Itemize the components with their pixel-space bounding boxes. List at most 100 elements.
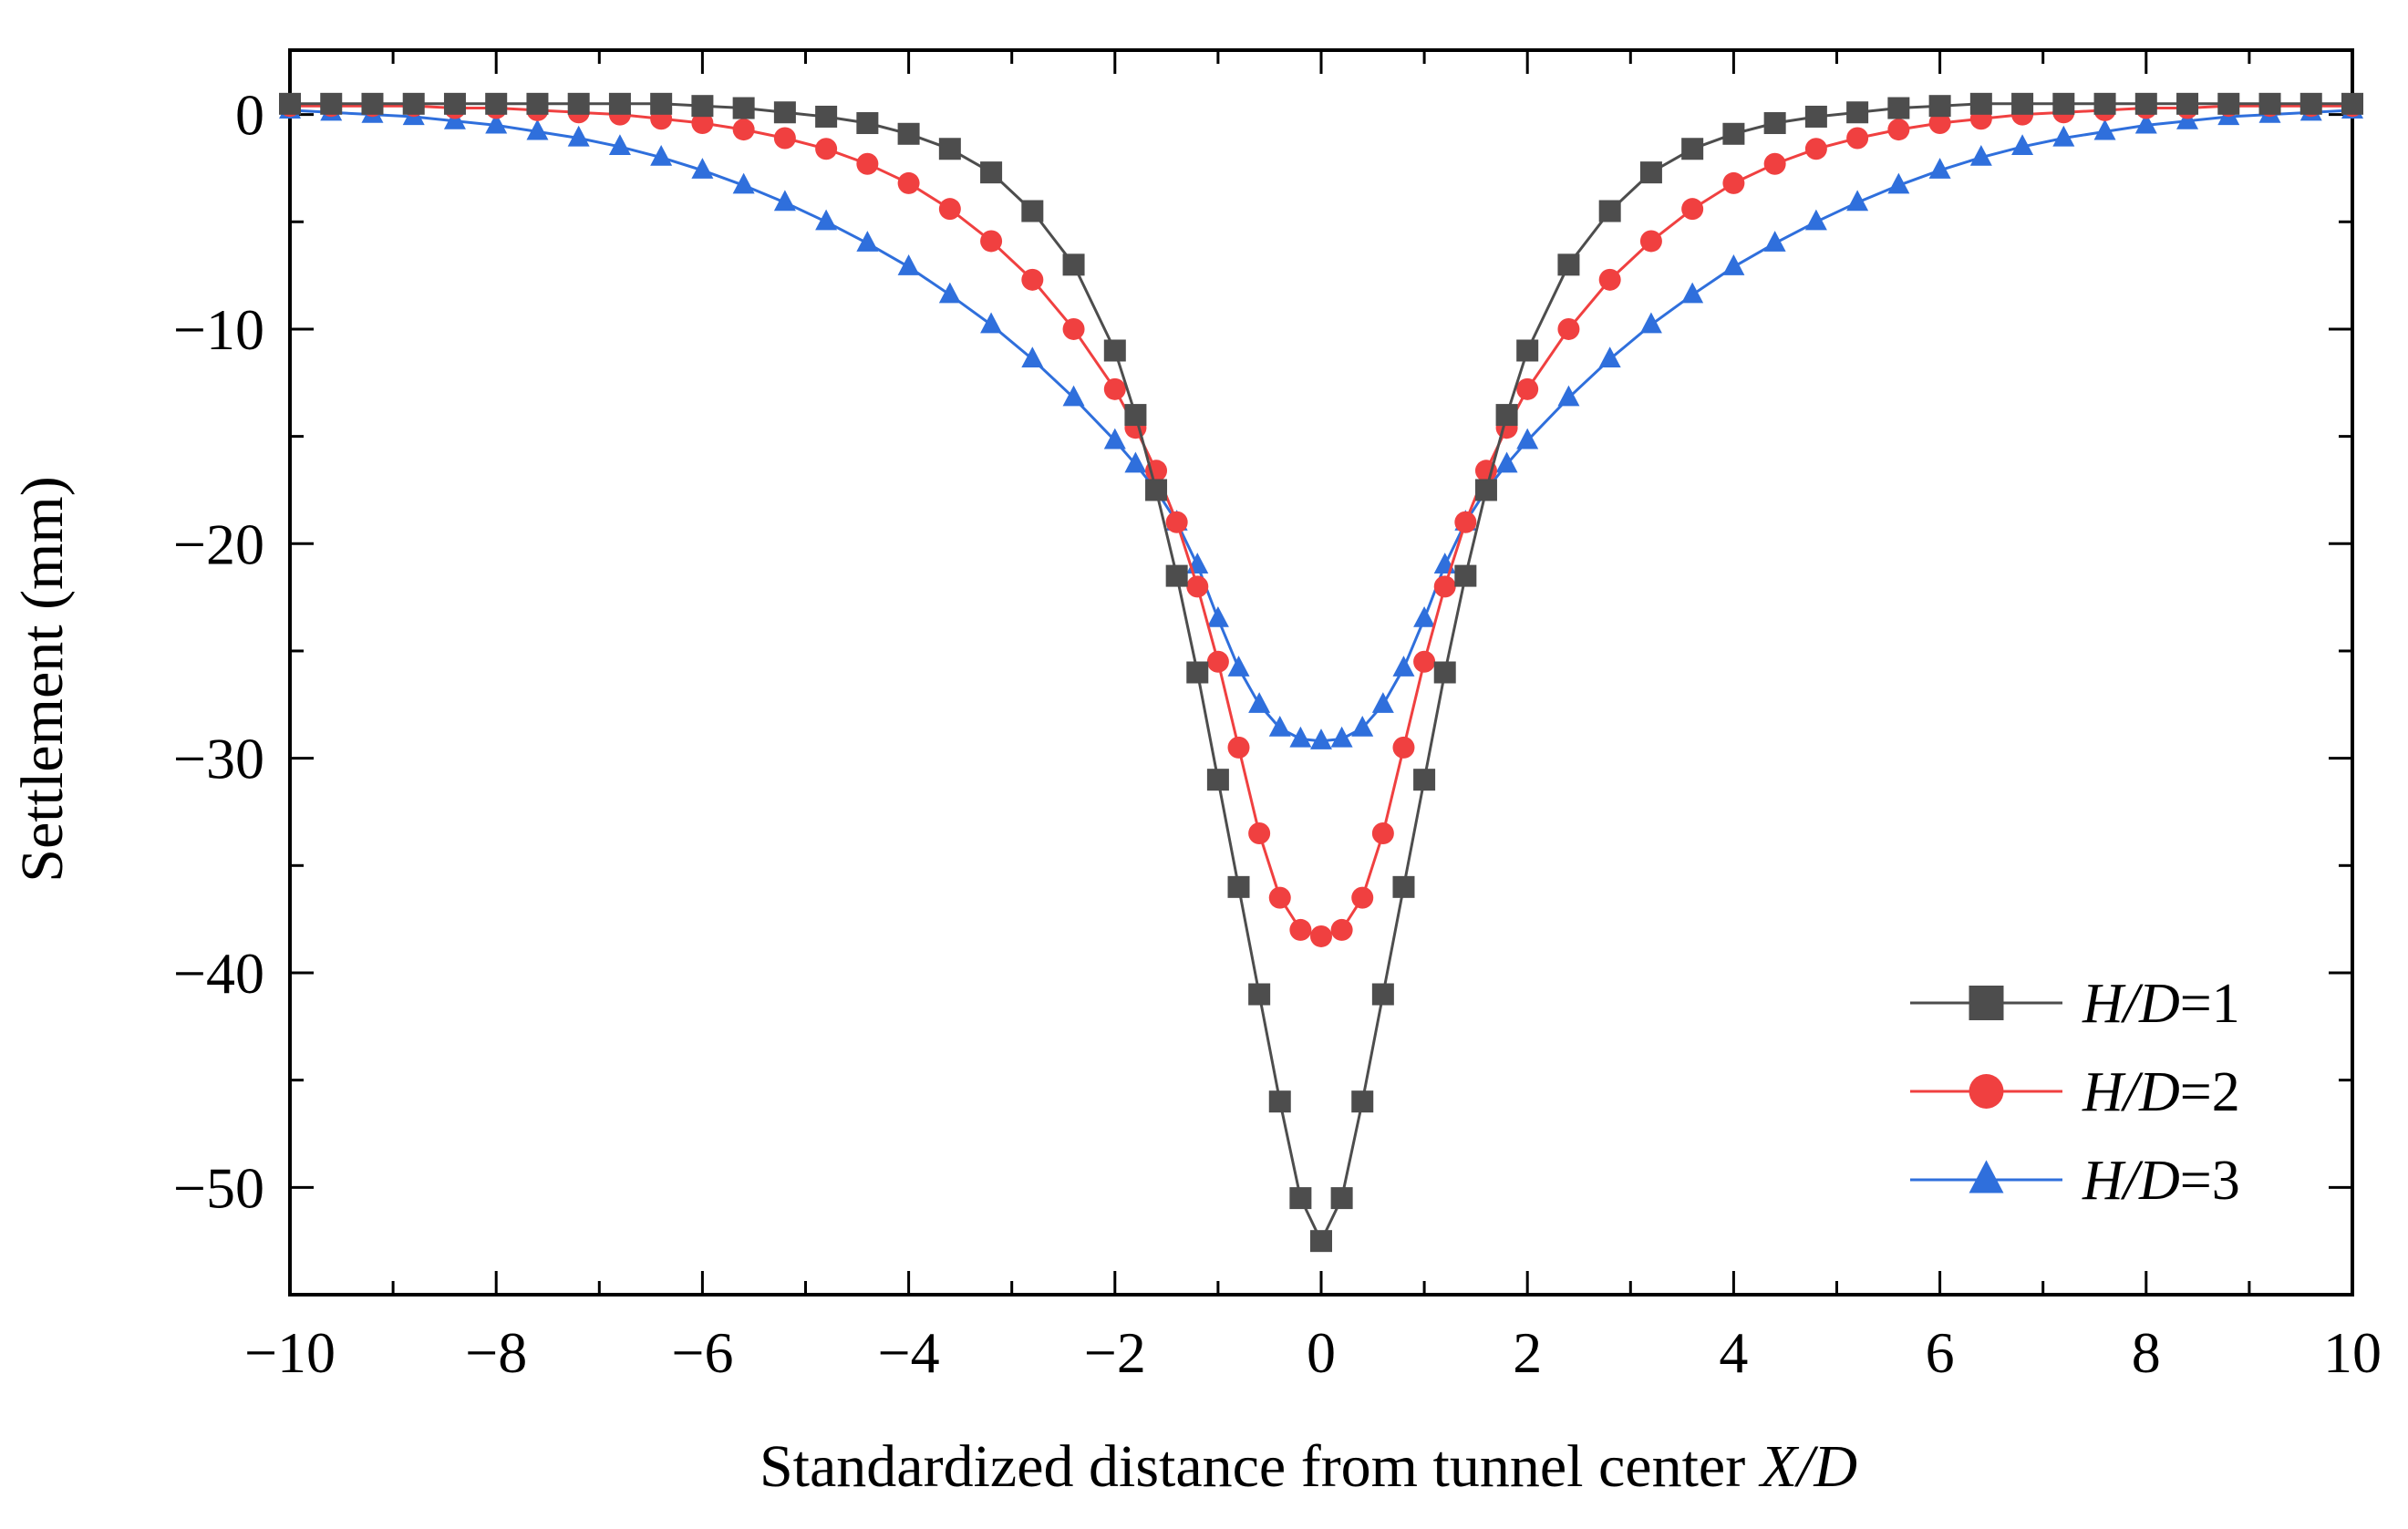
series-3-point bbox=[980, 312, 1003, 334]
legend-item-3: H/D=3 bbox=[1910, 1150, 2240, 1212]
series-1-point bbox=[2258, 92, 2281, 115]
series-1-point bbox=[1763, 112, 1786, 135]
series-3-point bbox=[485, 112, 508, 134]
x-tick-label: −10 bbox=[244, 1320, 336, 1385]
series-2-line bbox=[290, 104, 2352, 938]
series-1-point bbox=[1846, 101, 1869, 124]
series-1-point bbox=[1495, 404, 1518, 427]
series-2-point bbox=[773, 127, 796, 150]
series-2-point bbox=[1021, 268, 1044, 291]
series-2-point bbox=[1330, 918, 1353, 941]
series-2-point bbox=[732, 119, 755, 141]
series-3-point bbox=[1413, 605, 1436, 627]
series-2-point bbox=[1598, 268, 1621, 291]
series-1-point bbox=[279, 92, 301, 115]
legend-marker bbox=[1969, 1074, 2004, 1109]
series-2-point bbox=[1268, 886, 1291, 909]
series-3-point bbox=[1887, 172, 1910, 194]
series-3-point bbox=[567, 125, 590, 147]
series-2-point bbox=[1804, 138, 1827, 160]
series-1-point bbox=[1454, 564, 1477, 587]
legend-label-part: H bbox=[2082, 1061, 2126, 1123]
legend-label-part: =2 bbox=[2180, 1061, 2240, 1123]
x-tick-label: 10 bbox=[2323, 1320, 2382, 1385]
series-1-point bbox=[608, 92, 631, 115]
series-3-point bbox=[2052, 125, 2075, 147]
y-axis-title: Settlement (mm) bbox=[9, 476, 76, 882]
series-1-point bbox=[856, 112, 879, 135]
series-1-point bbox=[2134, 92, 2157, 115]
series-3-point bbox=[856, 231, 879, 252]
series-1-point bbox=[1681, 138, 1704, 160]
series-3-point bbox=[1722, 254, 1745, 275]
legend-label-part: =1 bbox=[2180, 973, 2240, 1035]
series-2-point bbox=[1371, 822, 1394, 845]
x-tick-label: 0 bbox=[1307, 1320, 1336, 1385]
series-3-point bbox=[1598, 346, 1621, 368]
legend-label: H/D=2 bbox=[2082, 1061, 2240, 1123]
series-2-point bbox=[1516, 377, 1539, 400]
plot-frame bbox=[288, 48, 2354, 1297]
series-1-point bbox=[1103, 339, 1126, 362]
legend-label-part: D bbox=[2138, 1061, 2180, 1123]
series-3 bbox=[279, 98, 2363, 749]
legend-label-part: H bbox=[2082, 973, 2126, 1035]
series-3-point bbox=[1392, 656, 1415, 677]
legend-marker bbox=[1969, 986, 2004, 1020]
series-3-point bbox=[732, 172, 755, 194]
series-1-point bbox=[1186, 661, 1209, 684]
series-2-point bbox=[1351, 886, 1374, 909]
series-3-point bbox=[1268, 716, 1291, 737]
series-1-point bbox=[980, 161, 1003, 184]
series-2-point bbox=[1413, 650, 1436, 673]
legend-label: H/D=1 bbox=[2082, 973, 2240, 1035]
series-1-point bbox=[2052, 92, 2075, 115]
series-2-point bbox=[1103, 377, 1126, 400]
series-1-point bbox=[1804, 105, 1827, 128]
series-2-point bbox=[1722, 171, 1745, 194]
series-1-point bbox=[361, 92, 384, 115]
series-2-point bbox=[815, 138, 838, 160]
y-tick-label: −20 bbox=[173, 511, 264, 576]
series-1-point bbox=[443, 92, 466, 115]
series-3-point bbox=[897, 254, 920, 275]
series-2-point bbox=[980, 230, 1003, 253]
series-2-point bbox=[1433, 575, 1456, 598]
series-3-point bbox=[650, 144, 673, 166]
series-1-point bbox=[732, 97, 755, 119]
series-2-point bbox=[1206, 650, 1229, 673]
series-1-point bbox=[897, 122, 920, 145]
series-3-point bbox=[1248, 692, 1271, 713]
series-2-point bbox=[1928, 112, 1951, 135]
series-1-point bbox=[2217, 92, 2240, 115]
series-3-point bbox=[1371, 692, 1394, 713]
series-1-point bbox=[485, 92, 508, 115]
series-1-point bbox=[938, 138, 961, 160]
series-2-point bbox=[691, 112, 714, 135]
series-1-point bbox=[773, 101, 796, 124]
series-3-line bbox=[289, 108, 2353, 743]
series-1-point bbox=[1062, 253, 1085, 276]
series-1 bbox=[279, 92, 2363, 1253]
series-1-point bbox=[1887, 97, 1910, 119]
legend: H/D=1 H/D=2 H/D=3 bbox=[1910, 973, 2240, 1212]
x-tick-label: −8 bbox=[465, 1320, 527, 1385]
series-2-point bbox=[1227, 736, 1250, 759]
series-1-point bbox=[526, 92, 549, 115]
series-1-point bbox=[320, 92, 343, 115]
series-3-point bbox=[608, 134, 631, 156]
series-3-point bbox=[1804, 209, 1827, 231]
series-1-point bbox=[2093, 92, 2116, 115]
series-2-point bbox=[1846, 127, 1869, 150]
series-2-point bbox=[1062, 317, 1085, 340]
series-1-point bbox=[1021, 200, 1044, 222]
series-3-point bbox=[1062, 385, 1085, 407]
series-1-point bbox=[1124, 404, 1147, 427]
series-3-point bbox=[1289, 726, 1312, 748]
x-axis-title-var-d: D bbox=[1813, 1433, 1857, 1500]
series-group bbox=[279, 92, 2363, 1253]
series-2-point bbox=[1639, 230, 1662, 253]
series-1-point bbox=[402, 92, 425, 115]
